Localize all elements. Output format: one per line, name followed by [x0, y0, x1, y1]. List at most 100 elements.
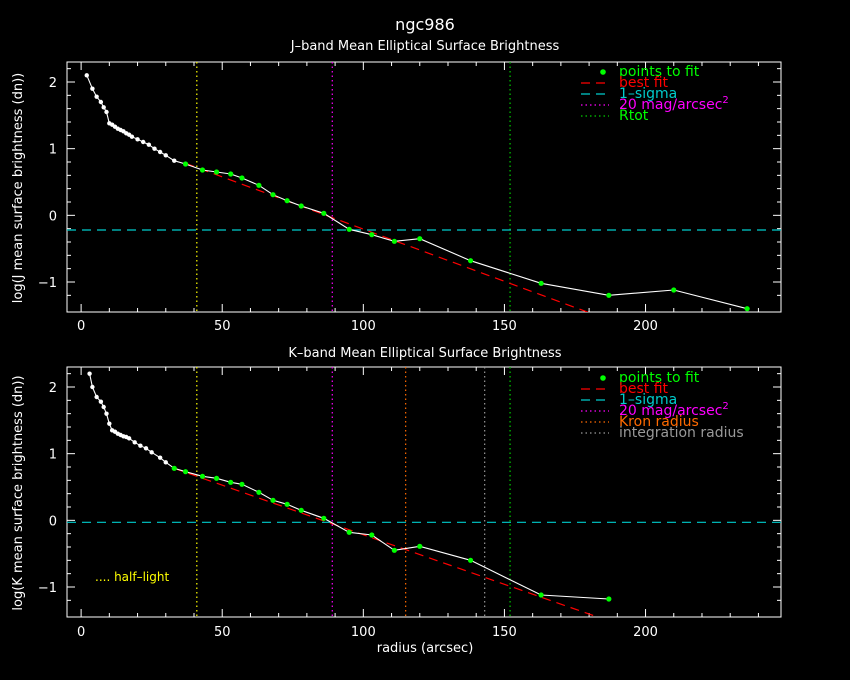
j-best-fit-line	[185, 162, 590, 312]
k-profile-point	[98, 399, 104, 404]
k-legend-label: 20 mag/arcsec2	[619, 401, 729, 419]
k-fit-point	[199, 473, 206, 479]
half-light-label: half–light	[114, 570, 169, 584]
j-ytick-label: −1	[38, 276, 57, 291]
j-fit-point	[538, 280, 544, 286]
k-xtick-label: 200	[633, 625, 658, 640]
k-legend-superscript: 2	[722, 401, 728, 412]
j-profile-point	[90, 86, 95, 91]
k-fit-point	[606, 596, 612, 602]
j-profile-point	[84, 73, 89, 78]
j-fit-point	[228, 171, 234, 177]
j-band-panel: J–band Mean Elliptical Surface Brightnes…	[11, 39, 782, 334]
k-fit-point	[239, 481, 245, 487]
k-profile-point	[163, 460, 168, 465]
k-profile-point	[126, 436, 132, 441]
j-profile-point	[98, 99, 104, 105]
j-profile-point	[146, 142, 152, 147]
k-plot-frame	[66, 366, 782, 618]
k-profile-point	[149, 450, 154, 455]
k-fit-point	[298, 507, 304, 513]
j-profile-point	[172, 158, 177, 163]
k-fit-point	[256, 489, 262, 495]
j-profile-point	[129, 134, 135, 139]
j-fit-point	[369, 232, 375, 238]
j-fit-point	[417, 236, 423, 242]
k-profile-point	[143, 446, 149, 451]
main-title: ngc986	[395, 15, 455, 34]
j-profile-point	[104, 109, 109, 115]
half-light-legend: .... half–light	[95, 570, 169, 584]
j-profile-point	[163, 153, 168, 158]
k-profile-point	[138, 443, 143, 448]
j-profile-point	[94, 94, 99, 99]
j-fit-point	[298, 203, 304, 209]
k-xtick-label: 150	[492, 625, 517, 640]
k-legend-label: best fit	[619, 381, 669, 397]
j-ytick-label: 0	[49, 209, 57, 224]
k-fit-point	[182, 469, 189, 475]
j-fit-point	[182, 161, 189, 167]
k-xtick-label: 50	[214, 625, 231, 640]
j-plot-frame	[66, 61, 782, 313]
k-band-ylabel: log(K mean surface brightness (dn))	[11, 375, 26, 610]
j-legend-label: points to fit	[619, 64, 700, 80]
j-fit-point	[391, 238, 397, 244]
k-fit-point	[538, 592, 544, 598]
k-fit-point	[417, 543, 423, 549]
k-xtick-label: 0	[77, 625, 85, 640]
j-fit-point	[239, 175, 245, 181]
k-profile-point	[90, 384, 95, 390]
k-ytick-label: 0	[49, 514, 57, 529]
j-profile-point	[157, 149, 163, 155]
k-ytick-label: −1	[38, 581, 57, 596]
j-fit-point	[213, 169, 220, 175]
k-profile-point	[107, 421, 112, 426]
k-fit-point	[346, 529, 352, 535]
j-xtick-label: 0	[77, 319, 85, 334]
j-legend-label: 1–sigma	[619, 86, 677, 102]
j-fit-point	[606, 292, 612, 298]
j-profile-point	[140, 139, 146, 145]
k-fit-point	[228, 479, 234, 485]
k-fit-point	[391, 547, 397, 553]
j-data-layer	[67, 62, 781, 312]
j-fit-point	[284, 198, 290, 204]
k-profile-point	[132, 440, 137, 445]
k-ytick-label: 1	[49, 448, 57, 463]
j-profile-point	[152, 146, 157, 151]
j-band-ylabel: log(J mean surface brightness (dn))	[11, 73, 26, 303]
k-fit-point	[467, 557, 474, 563]
j-legend-superscript: 2	[722, 95, 728, 106]
k-profile-point	[101, 404, 106, 410]
k-profile-point	[157, 455, 163, 460]
j-profile-point	[101, 105, 106, 110]
j-xtick-label: 200	[633, 319, 658, 334]
j-fit-point	[744, 306, 750, 312]
k-fit-point	[213, 475, 220, 481]
j-profile-point	[135, 137, 140, 142]
j-xtick-label: 150	[492, 319, 517, 334]
k-legend-label: integration radius	[619, 425, 744, 441]
half-light-dots: ....	[95, 570, 114, 584]
k-legend-marker	[600, 375, 606, 381]
k-xtick-label: 100	[351, 625, 376, 640]
j-xtick-label: 100	[351, 319, 376, 334]
j-fit-point	[199, 167, 206, 173]
j-legend-label: Rtot	[619, 108, 649, 124]
k-profile-point	[94, 394, 99, 400]
k-legend-label: points to fit	[619, 370, 700, 386]
k-profile-point	[87, 371, 92, 376]
k-fit-point	[321, 515, 327, 521]
j-legend-marker	[600, 69, 606, 75]
j-legend-label: best fit	[619, 75, 669, 91]
j-ytick-label: 1	[49, 143, 57, 158]
j-xtick-label: 50	[214, 319, 231, 334]
j-legend-label: 20 mag/arcsec2	[619, 95, 729, 113]
j-fit-point	[467, 258, 474, 264]
k-profile-point	[104, 411, 109, 416]
